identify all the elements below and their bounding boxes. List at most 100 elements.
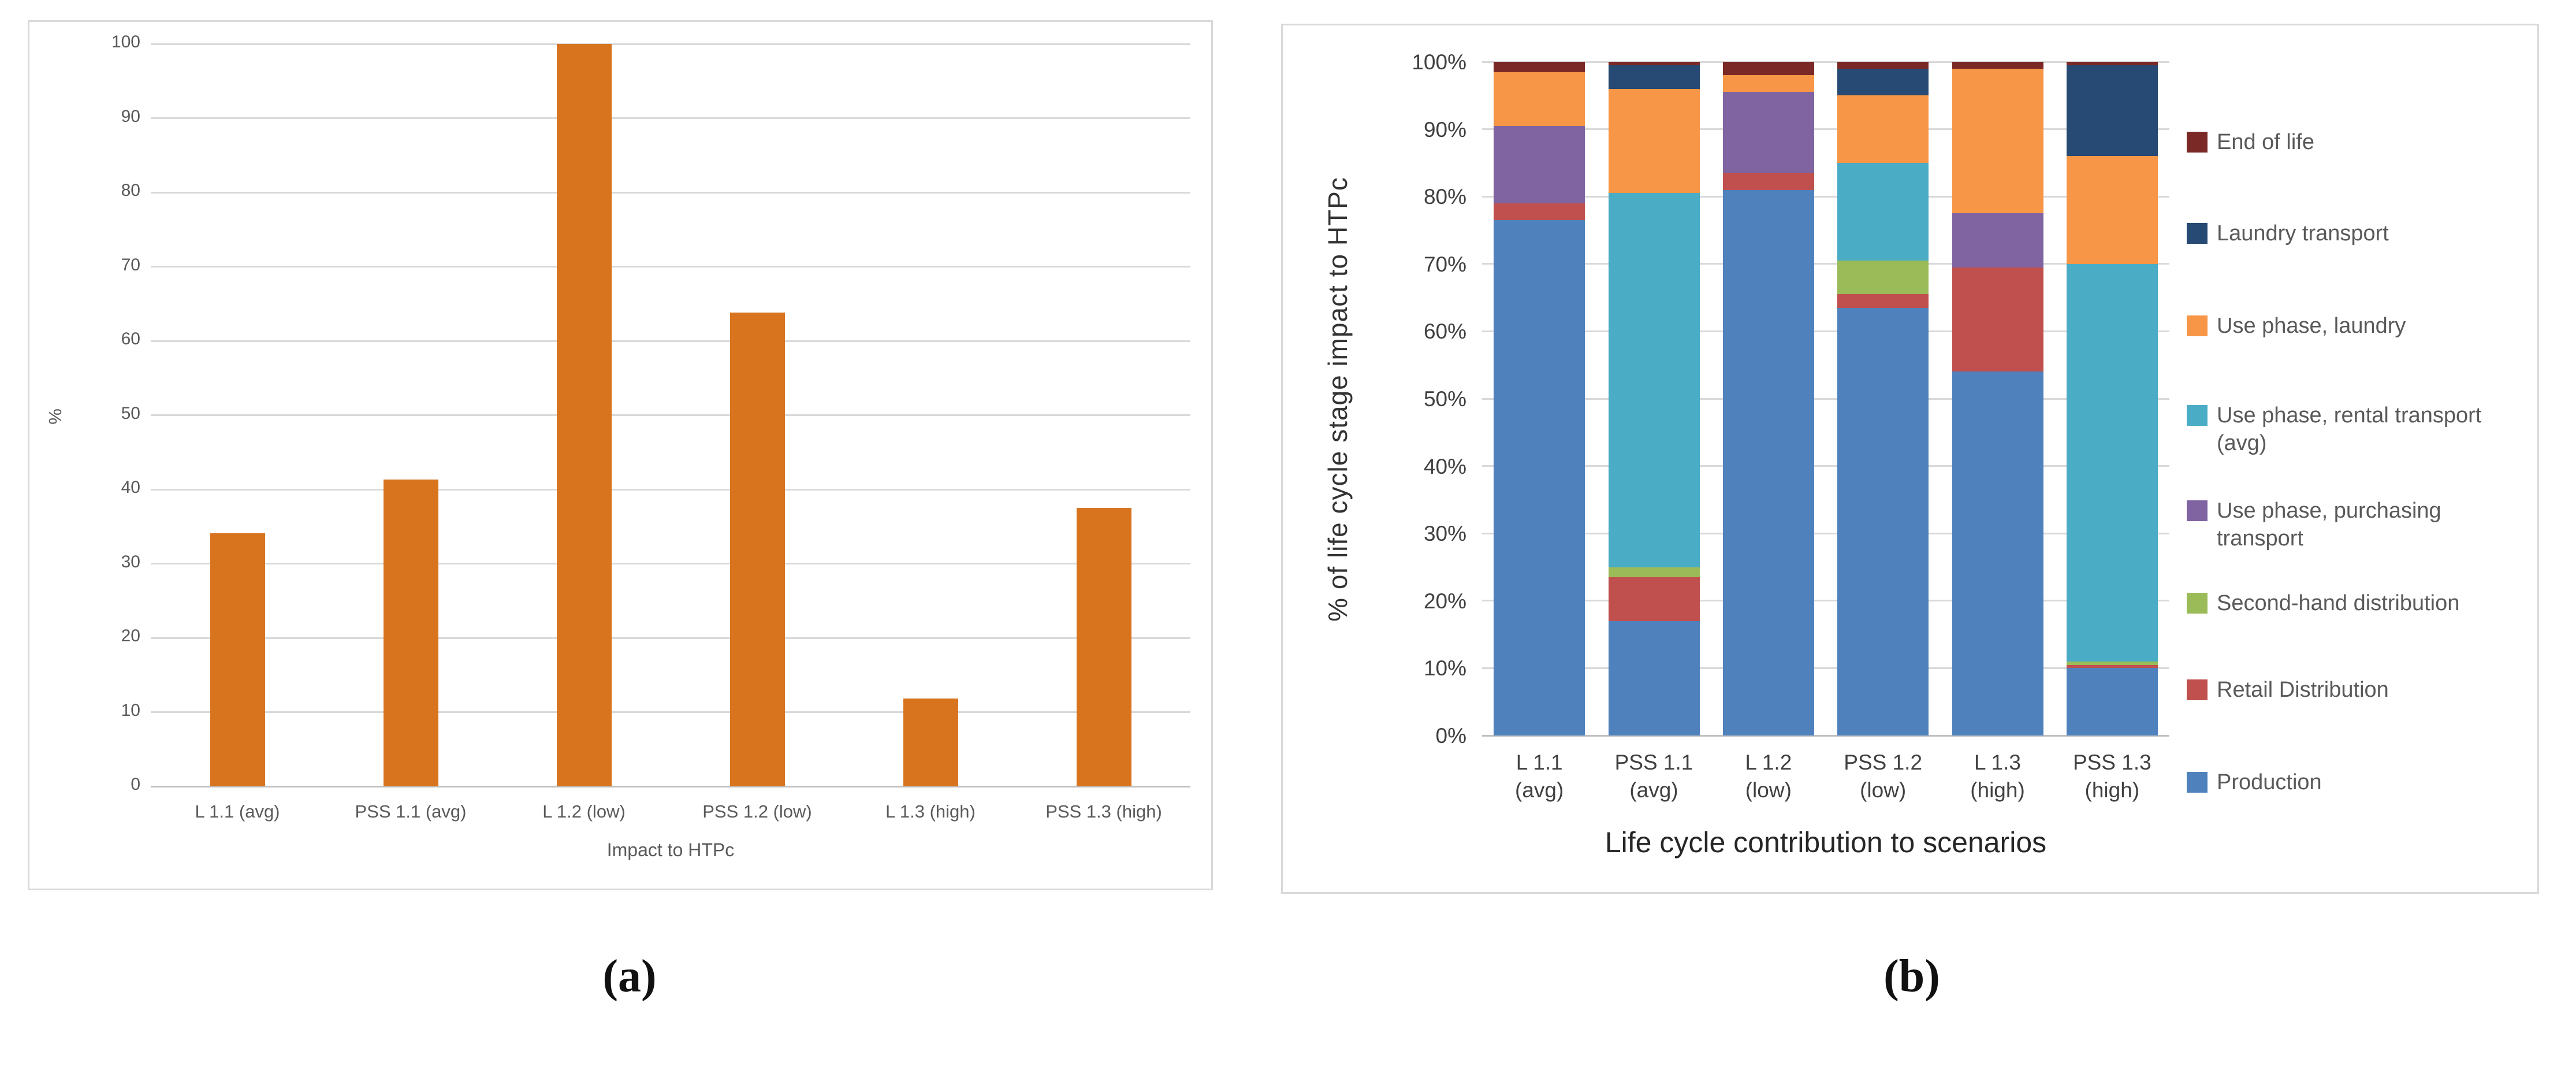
y-tick-label: 70% [1423, 252, 1466, 276]
legend-label: Use phase, laundry [2217, 314, 2406, 338]
y-tick-label: 20 [121, 626, 140, 645]
y-tick-label: 80 [121, 181, 140, 200]
chart-b-plot-area [1482, 61, 2169, 737]
y-tick-label: 50% [1423, 387, 1466, 411]
gridline [1482, 263, 2169, 265]
y-tick-label: 30% [1423, 522, 1466, 546]
y-tick-label: 40% [1423, 454, 1466, 478]
bar-segment [1722, 75, 1814, 92]
chart-b-x-axis-title: Life cycle contribution to scenarios [1605, 826, 2047, 859]
gridline [151, 488, 1190, 491]
chart-b-panel: % of life cycle stage impact to HTPc Lif… [1281, 24, 2539, 894]
y-tick-label: 0% [1435, 724, 1466, 748]
bar-segment [1608, 88, 1700, 194]
legend-swatch [2187, 132, 2208, 153]
gridline [151, 43, 1190, 45]
gridline [1482, 667, 2169, 669]
bar-segment [1837, 307, 1929, 735]
y-tick-label: 10% [1423, 656, 1466, 681]
x-tick-label: PSS 1.2 (low) [1844, 751, 1923, 802]
bar-segment [1952, 68, 2043, 214]
gridline [1482, 600, 2169, 602]
y-tick-label: 70 [121, 255, 140, 274]
caption-a: (a) [602, 951, 657, 1002]
bar-segment [2066, 664, 2158, 668]
gridline [151, 637, 1190, 639]
x-tick-label: L 1.3 (high) [885, 801, 976, 822]
legend-swatch [2187, 223, 2208, 244]
y-tick-label: 90 [121, 106, 140, 126]
legend-label: Production [2217, 770, 2322, 794]
y-tick-label: 40 [121, 478, 140, 497]
bar [1076, 508, 1131, 786]
gridline [1482, 128, 2169, 131]
gridline [1482, 532, 2169, 534]
bar-segment [1494, 61, 1585, 72]
y-tick-label: 60 [121, 329, 140, 348]
legend-label: Use phase, rental transport (avg) [2217, 403, 2482, 455]
legend-label: End of life [2217, 130, 2314, 154]
bar-segment [2066, 65, 2158, 157]
bar-segment [1494, 203, 1585, 221]
bar-segment [1837, 95, 1929, 163]
bar-segment [1722, 190, 1814, 735]
bar-segment [1837, 68, 1929, 96]
gridline [151, 563, 1190, 564]
legend-label: Laundry transport [2217, 221, 2389, 246]
bar-segment [1608, 65, 1700, 89]
legend-item: End of life [2187, 128, 2314, 156]
bar-segment [1837, 260, 1929, 295]
x-tick-label: L 1.3 (high) [1970, 751, 2025, 802]
x-tick-label: L 1.1 (avg) [195, 801, 280, 822]
bar-segment [1952, 61, 2043, 69]
x-axis-line [1482, 734, 2169, 737]
gridline [1482, 465, 2169, 467]
bar-segment [2066, 667, 2158, 735]
gridline [151, 414, 1190, 416]
y-tick-label: 50 [121, 403, 140, 423]
bar-segment [1608, 621, 1700, 735]
bar [210, 533, 265, 786]
bar-segment [1608, 192, 1700, 567]
x-tick-label: L 1.2 (low) [542, 801, 626, 822]
bar-segment [2066, 61, 2158, 65]
bar-segment [1608, 61, 1700, 65]
bar-segment [1608, 577, 1700, 621]
x-tick-label: PSS 1.1 (avg) [1614, 751, 1693, 802]
bar-segment [1952, 371, 2043, 735]
legend-label: Use phase, purchasing transport [2217, 499, 2441, 551]
bar-segment [1837, 162, 1929, 261]
bar-segment [1494, 125, 1585, 203]
bar [556, 44, 612, 786]
gridline [151, 266, 1190, 268]
x-tick-label: PSS 1.1 (avg) [355, 801, 467, 822]
gridline [151, 117, 1190, 119]
bar-segment [1952, 267, 2043, 372]
y-tick-label: 20% [1423, 589, 1466, 613]
y-tick-label: 30 [121, 552, 140, 571]
x-tick-label: PSS 1.2 (low) [702, 801, 812, 822]
bar [729, 313, 785, 786]
legend-swatch [2187, 500, 2208, 521]
caption-b: (b) [1883, 951, 1940, 1002]
legend-item: Use phase, laundry [2187, 312, 2406, 340]
legend-item: Use phase, purchasing transport [2187, 497, 2441, 552]
legend-item: Use phase, rental transport (avg) [2187, 402, 2481, 457]
legend-item: Production [2187, 768, 2322, 796]
bar-segment [1952, 213, 2043, 268]
x-tick-label: L 1.1 (avg) [1515, 751, 1564, 802]
x-axis-line [151, 785, 1190, 787]
legend-swatch [2187, 593, 2208, 614]
legend-swatch [2187, 405, 2208, 426]
y-tick-label: 100 [111, 32, 140, 51]
gridline [151, 711, 1190, 713]
x-tick-label: PSS 1.3 (high) [1045, 801, 1162, 822]
y-tick-label: 60% [1423, 319, 1466, 344]
gridline [151, 340, 1190, 342]
bar-segment [1722, 172, 1814, 190]
gridline [151, 191, 1190, 194]
bar-segment [1494, 220, 1585, 735]
x-tick-label: PSS 1.3 (high) [2072, 751, 2151, 802]
gridline [1482, 195, 2169, 198]
